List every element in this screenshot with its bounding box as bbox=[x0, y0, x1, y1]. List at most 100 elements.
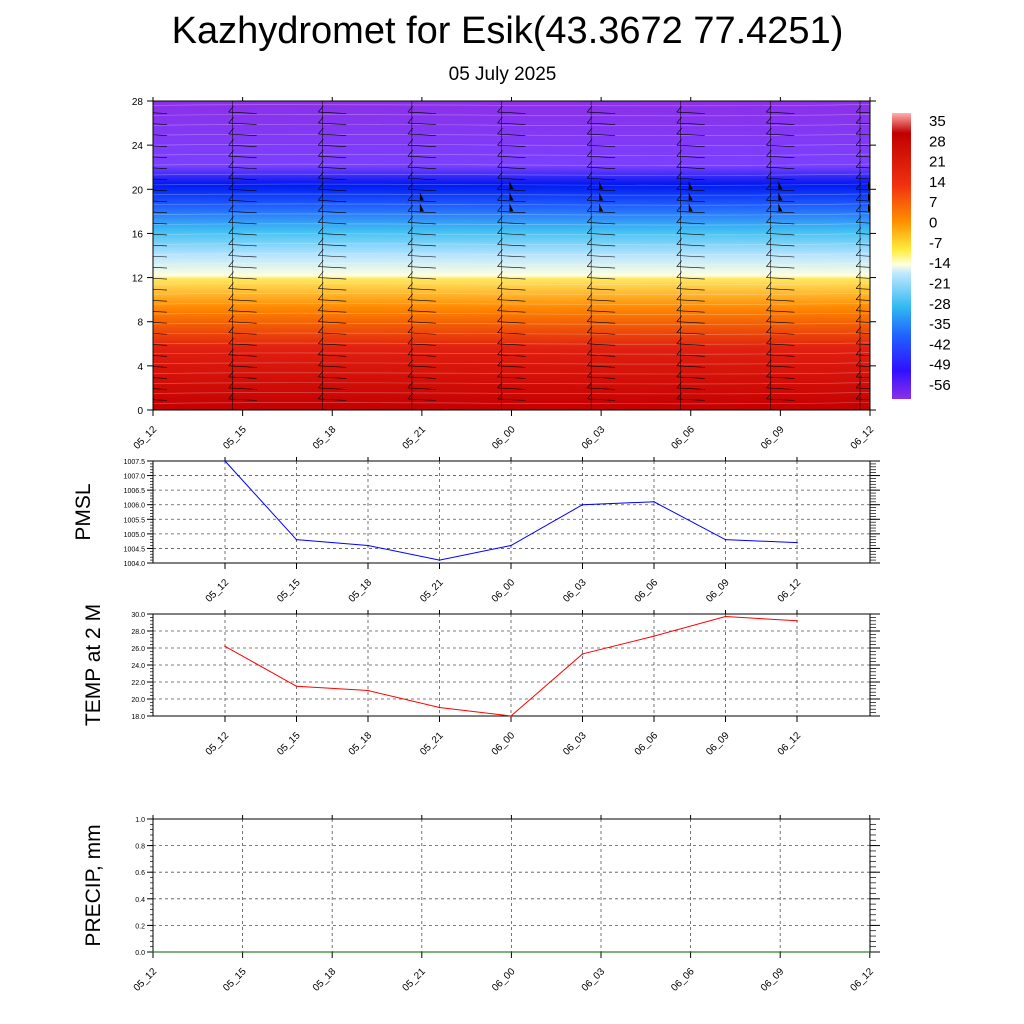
wind-barb bbox=[587, 288, 616, 291]
wind-barb-flag bbox=[318, 315, 324, 322]
wind-barb bbox=[587, 310, 616, 313]
wind-barb bbox=[318, 233, 347, 236]
wind-barb bbox=[153, 167, 168, 170]
wind-barb bbox=[766, 133, 795, 136]
wind-barb-flag bbox=[407, 304, 414, 311]
wind-barb-flag bbox=[497, 205, 503, 212]
wind-barb-flag bbox=[407, 194, 414, 201]
wind-barb bbox=[228, 133, 257, 136]
wind-barb bbox=[497, 387, 526, 390]
wind-barb-flag bbox=[497, 326, 503, 333]
wind-barb bbox=[228, 122, 257, 125]
wind-barb-flag bbox=[586, 194, 593, 201]
wind-barb bbox=[318, 122, 347, 125]
wind-barb bbox=[497, 177, 526, 181]
wind-barb bbox=[228, 233, 257, 236]
wind-barb bbox=[497, 343, 526, 346]
wind-barb bbox=[587, 398, 616, 401]
colorbar-label: 21 bbox=[929, 154, 946, 171]
wind-barb-flag bbox=[228, 370, 234, 378]
wind-barb bbox=[318, 332, 347, 335]
wind-barb bbox=[676, 122, 705, 125]
chart-subtitle: 05 July 2025 bbox=[448, 64, 557, 85]
wind-barb bbox=[228, 299, 257, 302]
isotherm bbox=[153, 183, 870, 186]
isotherm bbox=[153, 114, 870, 117]
wind-barb-flag bbox=[228, 381, 234, 389]
y-tick-label: 16 bbox=[132, 229, 144, 240]
wind-barb-flag bbox=[497, 293, 503, 300]
wind-barb bbox=[318, 255, 347, 258]
wind-barb bbox=[153, 244, 168, 247]
isotherm bbox=[153, 332, 870, 335]
wind-barb bbox=[153, 123, 168, 125]
wind-barb bbox=[228, 166, 257, 170]
wind-barb bbox=[676, 177, 705, 181]
data-point bbox=[331, 951, 334, 953]
wind-barb bbox=[587, 387, 616, 390]
wind-barb-flag bbox=[497, 282, 503, 289]
wind-barb-flag bbox=[586, 161, 593, 168]
wind-barb bbox=[228, 222, 257, 225]
wind-barb-flag bbox=[407, 260, 414, 267]
wind-barb-flag bbox=[586, 149, 593, 157]
wind-barb-flag bbox=[318, 183, 324, 190]
y-tick-label: 1004.5 bbox=[124, 546, 146, 553]
wind-barb bbox=[318, 166, 347, 170]
wind-barb bbox=[497, 332, 526, 335]
wind-barb-flag bbox=[497, 127, 503, 135]
wind-barb-flag bbox=[497, 249, 503, 256]
data-point bbox=[367, 544, 369, 547]
isotherm bbox=[153, 203, 870, 206]
x-tick-label: 06_06 bbox=[669, 424, 697, 452]
y-tick-label: 8 bbox=[137, 318, 143, 329]
wind-barb-flag bbox=[766, 161, 772, 168]
wind-barb bbox=[318, 266, 347, 269]
wind-barb bbox=[407, 211, 436, 214]
y-tick-label: 22.0 bbox=[131, 680, 145, 687]
wind-barb-flag bbox=[855, 127, 862, 135]
x-tick-label: 06_03 bbox=[561, 730, 589, 758]
wind-barb bbox=[676, 244, 705, 247]
wind-barb-flag bbox=[139, 250, 144, 256]
wind-barb-flag bbox=[318, 326, 324, 333]
colorbar-label: -21 bbox=[929, 275, 951, 292]
y-axis-label: PRECIP, mm bbox=[82, 824, 105, 946]
wind-barb-flag bbox=[497, 216, 503, 223]
wind-barb bbox=[766, 244, 795, 247]
wind-barb bbox=[587, 222, 616, 225]
wind-barb-flag bbox=[766, 381, 772, 389]
wind-barb-flag bbox=[855, 105, 862, 113]
wind-barb bbox=[587, 200, 616, 203]
wind-barb-flag bbox=[855, 392, 862, 400]
wind-barb bbox=[318, 343, 347, 346]
wind-barb bbox=[318, 144, 347, 147]
wind-barb bbox=[855, 188, 870, 191]
wind-barb-flag bbox=[766, 260, 772, 267]
wind-barb-flag bbox=[318, 249, 324, 256]
wind-barb bbox=[407, 155, 436, 158]
wind-barb bbox=[676, 398, 705, 401]
colorbar-label: 0 bbox=[929, 215, 937, 232]
wind-barb bbox=[228, 244, 257, 247]
wind-barb-flag bbox=[676, 161, 682, 168]
colorbar: 35 28 21 14 7 0 -7 -14 -21 -28 -35 -42 -49 -56 bbox=[892, 113, 951, 399]
isotherm bbox=[153, 282, 870, 285]
wind-barb-flag bbox=[676, 370, 682, 378]
wind-barb bbox=[407, 244, 436, 247]
wind-barb bbox=[318, 321, 347, 324]
wind-barb bbox=[676, 233, 705, 236]
wind-barb bbox=[153, 344, 168, 346]
wind-barb bbox=[855, 211, 870, 213]
wind-barb bbox=[766, 376, 795, 379]
wind-barb bbox=[407, 299, 436, 302]
wind-pennant bbox=[688, 203, 693, 212]
wind-barb bbox=[407, 222, 436, 225]
x-tick-label: 06_06 bbox=[633, 577, 661, 605]
wind-barb-flag bbox=[228, 105, 234, 113]
wind-barb bbox=[228, 255, 257, 258]
wind-barb bbox=[855, 321, 870, 323]
heatmap-field bbox=[153, 101, 870, 410]
wind-barb bbox=[497, 200, 526, 203]
x-tick-label: 06_03 bbox=[561, 577, 589, 605]
